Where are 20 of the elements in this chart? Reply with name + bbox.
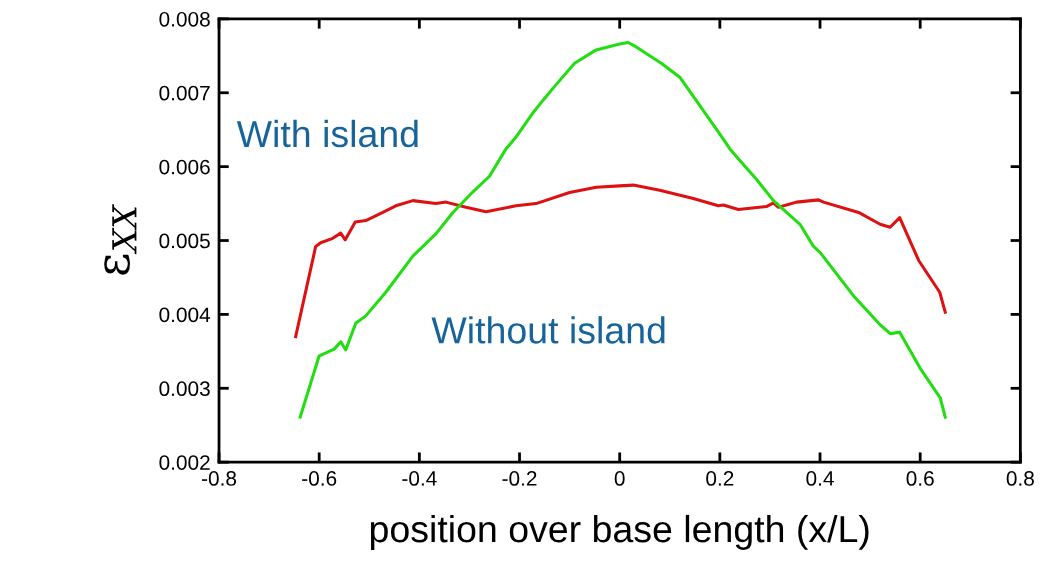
x-tick-label: 0.8 (1006, 471, 1034, 486)
x-tick-label: -0.2 (502, 471, 537, 486)
y-tick-label: 0.006 (159, 159, 210, 175)
x-tick-label: 0.2 (706, 471, 734, 486)
x-axis-title: position over base length (x/L) (370, 514, 869, 550)
y-tick-label: 0.008 (159, 11, 210, 27)
y-tick-label: 0.004 (159, 307, 211, 323)
x-tick-label: -0.6 (302, 471, 337, 486)
x-tick-label: 0.4 (806, 471, 834, 486)
annotation: Without island (431, 316, 665, 344)
y-tick-label: 0.002 (159, 455, 210, 470)
y-axis-title: ε$_{XX}$ (104, 204, 137, 275)
annotation: With island (236, 119, 418, 148)
x-tick-label: 0.6 (906, 471, 934, 486)
y-tick-label: 0.003 (159, 381, 210, 397)
x-tick-label: 0 (614, 471, 625, 486)
y-tick-label: 0.005 (159, 233, 210, 249)
y-tick-label: 0.007 (159, 85, 210, 101)
x-tick-label: -0.8 (202, 471, 237, 486)
x-tick-label: -0.4 (402, 471, 437, 486)
